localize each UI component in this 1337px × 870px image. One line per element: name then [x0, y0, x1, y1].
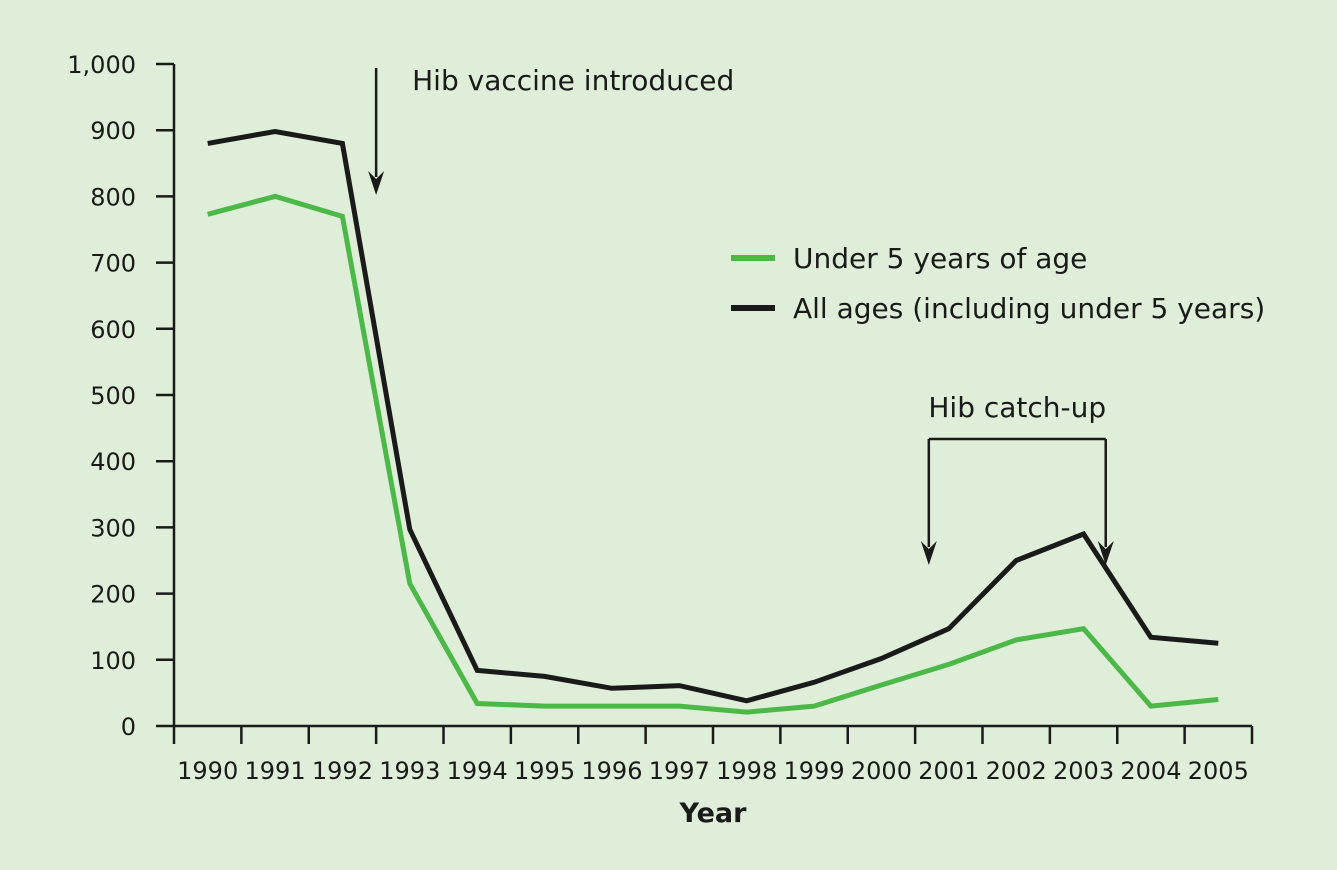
- x-tick-label: 1996: [581, 757, 642, 785]
- x-tick-label: 1991: [245, 757, 306, 785]
- y-tick-label: 200: [90, 581, 136, 609]
- y-tick-label: 100: [90, 647, 136, 675]
- y-tick-label: 0: [121, 713, 136, 741]
- x-tick-label: 2003: [1053, 757, 1114, 785]
- catchup-right-arrow-head: [1097, 541, 1114, 565]
- x-tick-label: 1992: [312, 757, 373, 785]
- y-tick-label: 400: [90, 448, 136, 476]
- x-tick-label: 1998: [716, 757, 777, 785]
- annotations: Hib vaccine introduced Hib catch-up: [368, 64, 1114, 565]
- y-tick-label: 800: [90, 183, 136, 211]
- series-lines: [207, 128, 1219, 715]
- legend: Under 5 years of age All ages (including …: [731, 242, 1265, 325]
- y-tick-label: 900: [90, 117, 136, 145]
- series-line-all-ages: [207, 128, 1219, 704]
- legend-label: All ages (including under 5 years): [793, 292, 1265, 325]
- y-tick-label: 600: [90, 316, 136, 344]
- annotation-vaccine-introduced: Hib vaccine introduced: [412, 64, 734, 97]
- y-tick-label: 1,000: [67, 51, 136, 79]
- y-tick-label: 500: [90, 382, 136, 410]
- x-tick-label: 2000: [851, 757, 912, 785]
- x-tick-label: 2004: [1120, 757, 1181, 785]
- x-axis-title: Year: [679, 798, 748, 829]
- x-tick-label: 2001: [918, 757, 979, 785]
- x-tick-label: 1997: [649, 757, 710, 785]
- x-tick-label: 1993: [379, 757, 440, 785]
- x-tick-label: 1990: [177, 757, 238, 785]
- y-tick-label: 300: [90, 514, 136, 542]
- catchup-left-arrow-head: [920, 541, 937, 565]
- y-tick-label: 700: [90, 250, 136, 278]
- x-tick-label: 1999: [784, 757, 845, 785]
- vaccine-arrow-head: [368, 171, 385, 195]
- x-tick-label: 1995: [514, 757, 575, 785]
- annotation-catch-up: Hib catch-up: [928, 391, 1106, 424]
- x-tick-label: 1994: [447, 757, 508, 785]
- series-line-under-5: [207, 193, 1219, 715]
- legend-label: Under 5 years of age: [793, 242, 1087, 275]
- x-tick-label: 2002: [986, 757, 1047, 785]
- x-tick-label: 2005: [1188, 757, 1249, 785]
